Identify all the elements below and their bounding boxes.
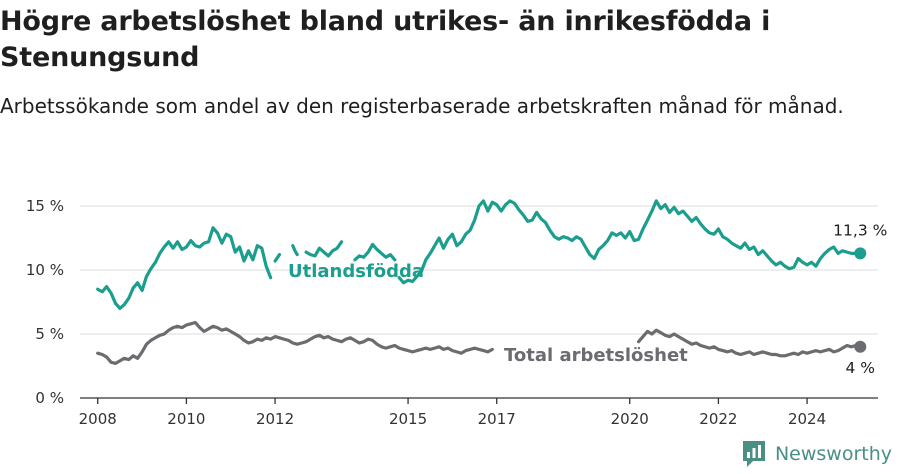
x-tick-label: 2020	[611, 410, 649, 428]
series-line-utlandsfodda	[397, 199, 862, 285]
grid-lines	[80, 205, 878, 335]
brand-logo: Newsworthy	[742, 440, 892, 468]
y-tick-label: 15 %	[26, 197, 64, 215]
end-value-total: 4 %	[846, 359, 876, 377]
series-line-utlandsfodda	[304, 240, 344, 258]
chart-subtitle: Arbetssökande som andel av den registerb…	[0, 94, 844, 118]
x-tick-label: 2015	[389, 410, 427, 428]
brand-name: Newsworthy	[774, 443, 892, 465]
y-axis-ticks: 0 % 5 % 10 % 15 %	[26, 197, 64, 407]
series-lines	[96, 199, 867, 365]
x-tick-label: 2010	[167, 410, 205, 428]
chart-title: Högre arbetslöshet bland utrikes- än inr…	[0, 6, 771, 73]
end-value-utlandsfodda: 11,3 %	[833, 221, 887, 239]
series-end-marker-utlandsfodda	[854, 247, 867, 260]
x-axis: 2008 2010 2012 2015 2017 2020 2022 2024	[79, 397, 878, 428]
series-labels: 11,3 % 4 % Utlandsfödda Total arbetslöshet	[288, 221, 887, 376]
y-tick-label: 0 %	[35, 389, 64, 407]
series-line-utlandsfodda	[291, 244, 299, 257]
x-tick-label: 2012	[256, 410, 294, 428]
series-line-total	[96, 320, 494, 365]
y-tick-label: 5 %	[35, 325, 64, 343]
series-end-marker-total	[854, 340, 867, 353]
series-label-total: Total arbetslöshet	[504, 345, 688, 366]
series-label-utlandsfodda: Utlandsfödda	[288, 261, 424, 282]
series-line-utlandsfodda	[273, 253, 282, 263]
x-tick-label: 2022	[699, 410, 737, 428]
x-tick-label: 2008	[79, 410, 117, 428]
series-line-total	[637, 328, 862, 358]
newsworthy-logo-icon	[742, 441, 765, 467]
x-tick-label: 2024	[788, 410, 826, 428]
y-tick-label: 10 %	[26, 261, 64, 279]
x-tick-label: 2017	[478, 410, 516, 428]
series-line-utlandsfodda	[96, 226, 273, 310]
series-line-utlandsfodda	[353, 242, 397, 262]
